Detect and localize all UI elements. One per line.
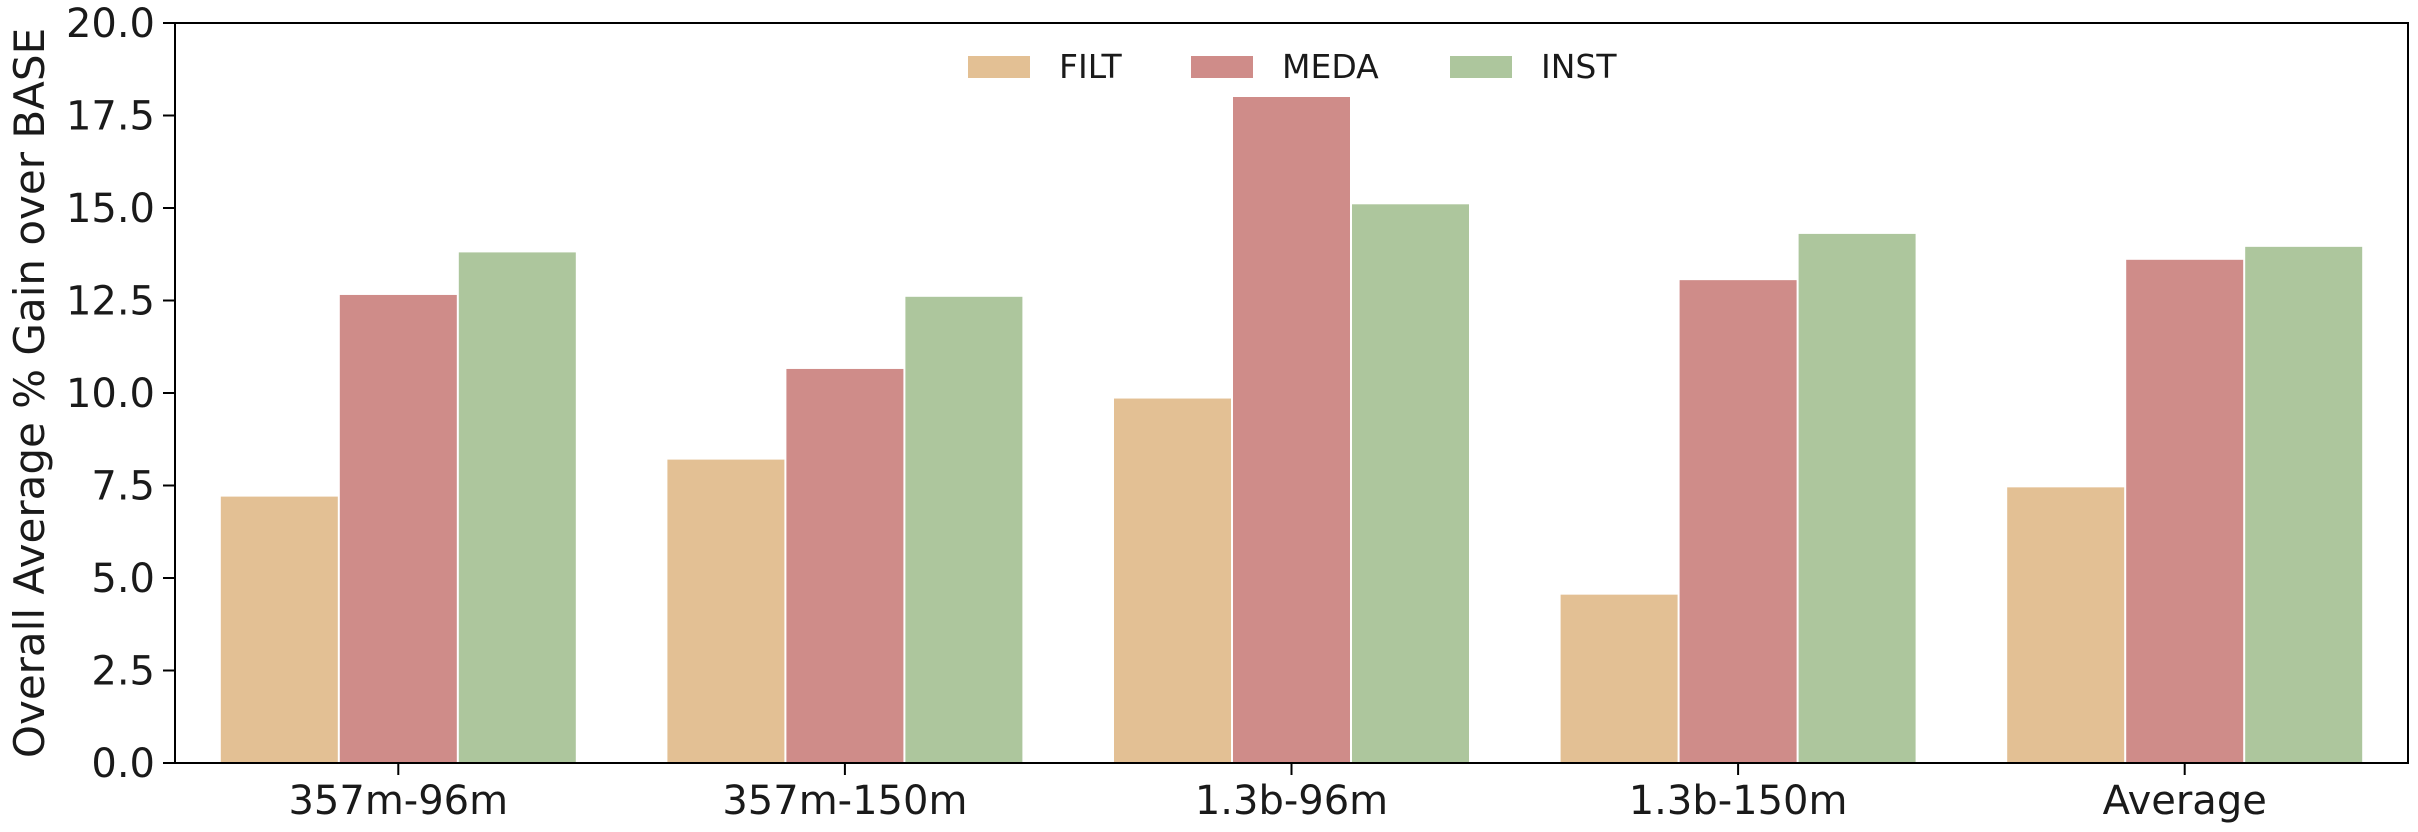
bar-filt-357m-150m — [667, 459, 785, 763]
y-tick-label: 7.5 — [91, 464, 155, 510]
bars-layer — [220, 97, 2363, 764]
x-tick-label: 357m-150m — [722, 778, 967, 824]
bar-inst-357m-150m — [905, 296, 1023, 763]
y-tick-label: 15.0 — [66, 186, 155, 232]
bar-inst-1-3b-96m — [1352, 204, 1469, 764]
legend-swatch-meda — [1191, 56, 1253, 78]
bar-meda-average — [2126, 259, 2244, 763]
x-tick-label: Average — [2103, 778, 2267, 824]
legend-label-meda: MEDA — [1282, 47, 1379, 86]
legend: FILT MEDA INST — [968, 47, 1617, 86]
legend-swatch-filt — [968, 56, 1030, 78]
x-axis: 357m-96m 357m-150m 1.3b-96m 1.3b-150m Averag… — [288, 763, 2267, 824]
x-tick-label: 357m-96m — [288, 778, 508, 824]
bar-filt-357m-96m — [220, 496, 338, 763]
bar-meda-357m-150m — [786, 368, 904, 763]
legend-label-inst: INST — [1541, 47, 1617, 86]
bar-filt-1-3b-96m — [1114, 398, 1231, 763]
x-tick-label: 1.3b-150m — [1629, 778, 1848, 824]
bar-inst-average — [2245, 246, 2363, 764]
legend-label-filt: FILT — [1059, 47, 1123, 86]
bar-filt-1-3b-150m — [1560, 594, 1678, 763]
bar-inst-1-3b-150m — [1798, 233, 1916, 763]
bar-filt-average — [2007, 487, 2125, 763]
y-axis-label: Overall Average % Gain over BASE — [5, 28, 54, 758]
y-tick-label: 0.0 — [91, 741, 155, 787]
y-tick-label: 20.0 — [66, 1, 155, 47]
legend-swatch-inst — [1450, 56, 1512, 78]
bar-meda-357m-96m — [339, 294, 457, 763]
y-tick-label: 5.0 — [91, 556, 155, 602]
bar-meda-1-3b-150m — [1679, 280, 1797, 763]
x-tick-label: 1.3b-96m — [1195, 778, 1388, 824]
bar-inst-357m-96m — [458, 252, 576, 763]
y-axis: 0.0 2.5 5.0 7.5 10.0 12.5 15.0 17.5 20.0 — [66, 1, 175, 787]
bar-meda-1-3b-96m — [1233, 97, 1350, 763]
y-tick-label: 10.0 — [66, 371, 155, 417]
y-tick-label: 12.5 — [66, 279, 155, 325]
y-tick-label: 2.5 — [91, 649, 155, 695]
y-tick-label: 17.5 — [66, 94, 155, 140]
